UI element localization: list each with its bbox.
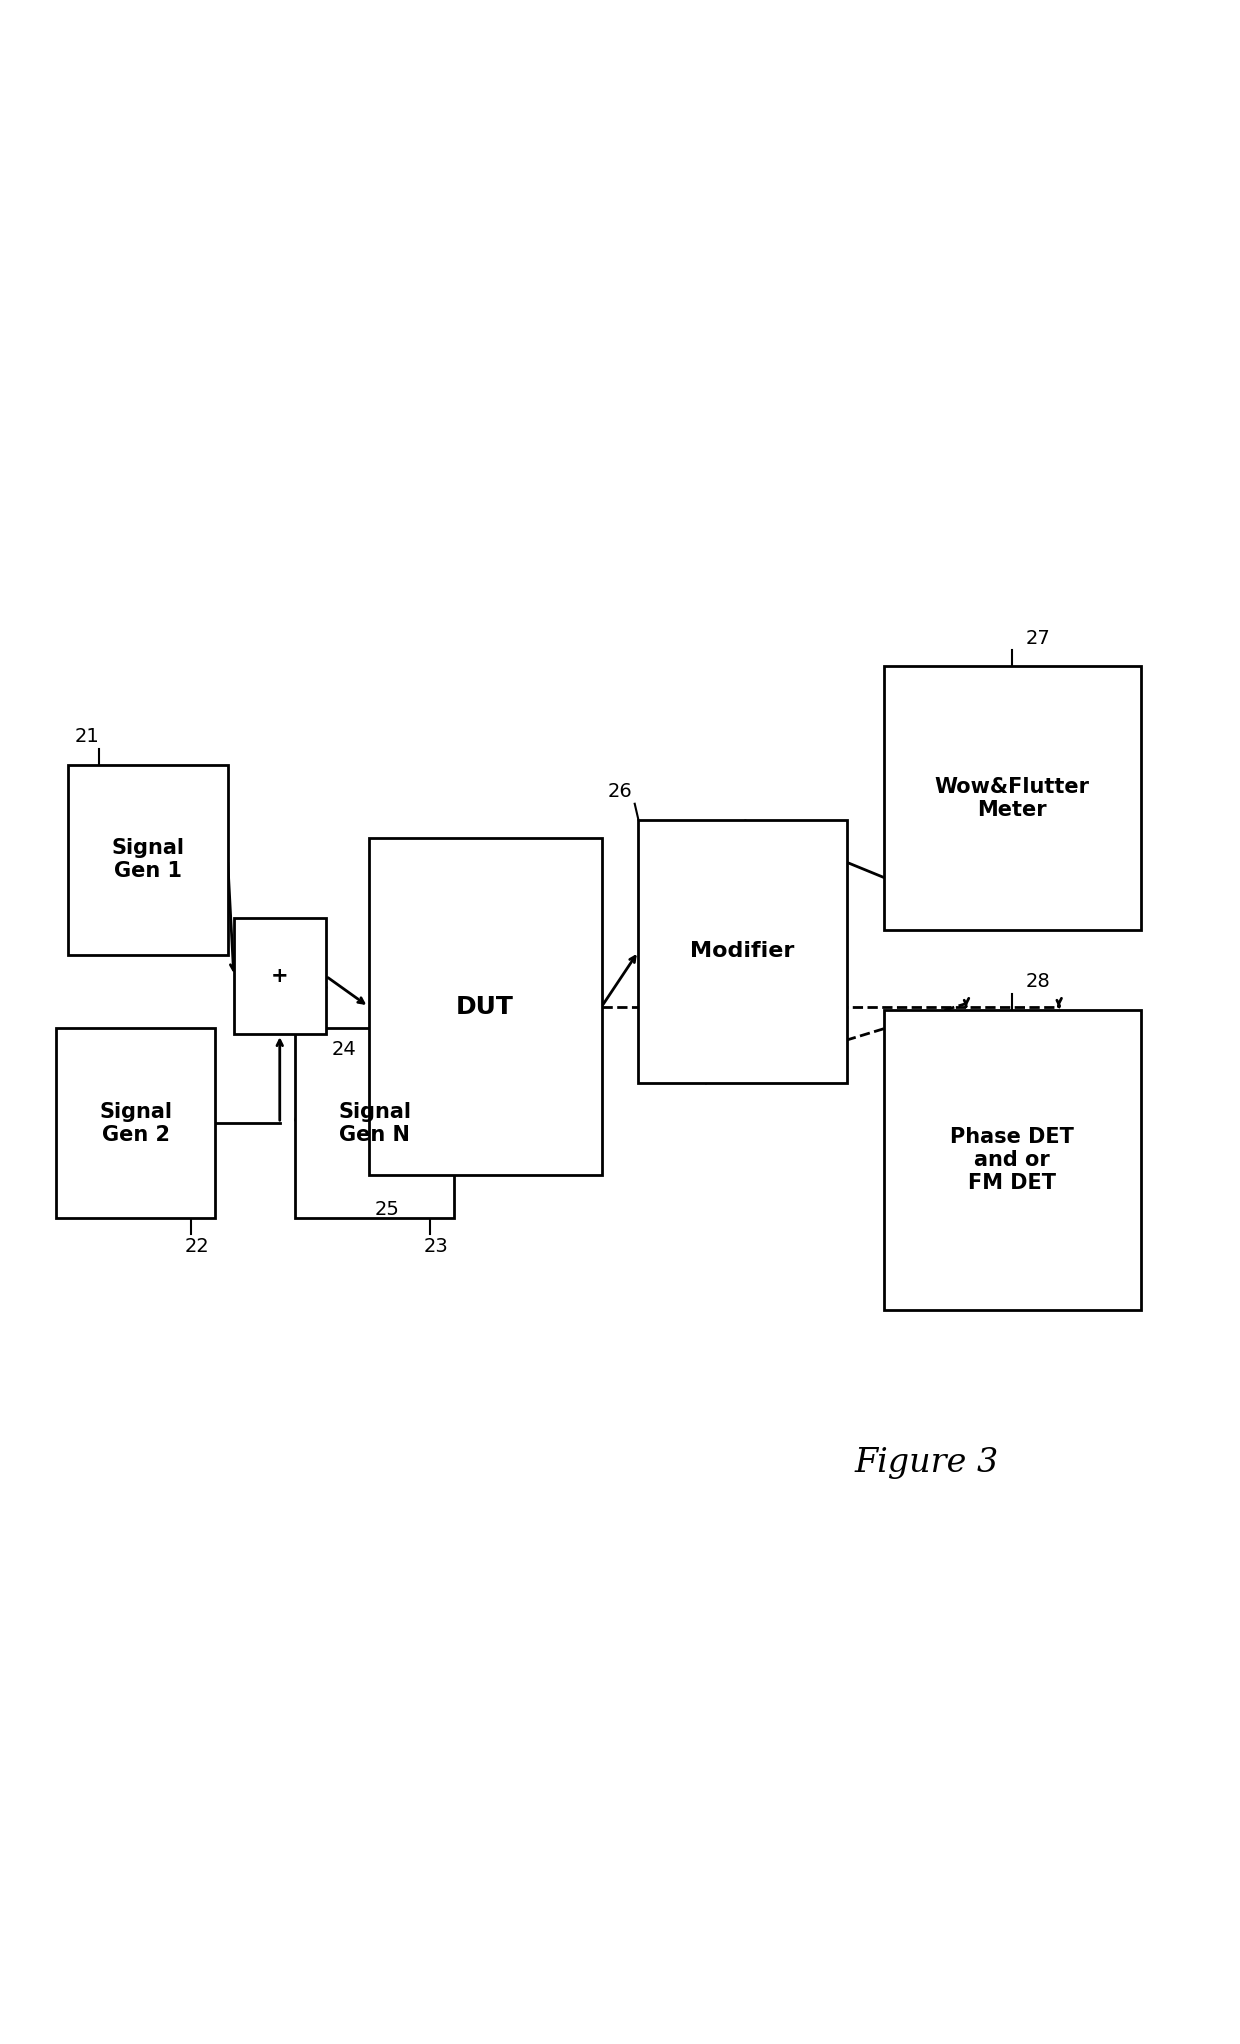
Text: Modifier: Modifier [691,942,795,961]
Text: Phase DET
and or
FM DET: Phase DET and or FM DET [950,1126,1074,1194]
Text: 27: 27 [1025,630,1050,648]
Text: DUT: DUT [456,995,515,1018]
Text: 25: 25 [374,1200,399,1218]
Text: 26: 26 [608,783,632,801]
Text: 28: 28 [1025,973,1050,991]
FancyBboxPatch shape [884,666,1141,930]
Text: Signal
Gen 2: Signal Gen 2 [99,1102,172,1145]
FancyBboxPatch shape [68,764,228,955]
FancyBboxPatch shape [884,1010,1141,1310]
Text: Signal
Gen N: Signal Gen N [339,1102,412,1145]
Text: Figure 3: Figure 3 [854,1447,998,1480]
Text: Wow&Flutter
Meter: Wow&Flutter Meter [935,777,1090,820]
Text: 23: 23 [424,1237,449,1255]
FancyBboxPatch shape [295,1028,455,1218]
Text: 22: 22 [185,1237,210,1255]
FancyBboxPatch shape [56,1028,216,1218]
Text: 24: 24 [332,1040,357,1059]
Text: Signal
Gen 1: Signal Gen 1 [112,838,185,881]
Text: 21: 21 [74,728,99,746]
FancyBboxPatch shape [234,918,326,1034]
FancyBboxPatch shape [639,820,847,1083]
Text: +: + [272,967,289,985]
FancyBboxPatch shape [368,838,601,1175]
